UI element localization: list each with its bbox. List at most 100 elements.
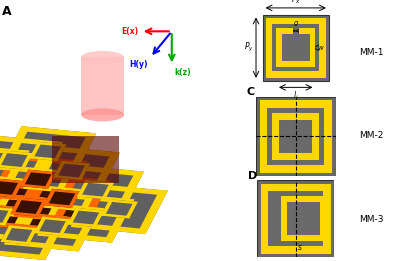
Text: E(x): E(x)	[121, 27, 138, 36]
Polygon shape	[101, 182, 114, 199]
Bar	[53, 136, 119, 183]
Polygon shape	[0, 206, 14, 225]
Bar	[263, 15, 329, 81]
Polygon shape	[8, 225, 38, 230]
Polygon shape	[10, 212, 40, 217]
Polygon shape	[0, 144, 29, 156]
Polygon shape	[33, 173, 111, 185]
Bar	[279, 120, 312, 153]
Polygon shape	[75, 208, 104, 213]
Polygon shape	[67, 222, 97, 227]
Polygon shape	[0, 165, 25, 170]
Polygon shape	[13, 197, 44, 241]
Polygon shape	[14, 173, 44, 217]
Text: MM-1: MM-1	[359, 48, 383, 57]
Text: $l_i$: $l_i$	[293, 89, 298, 102]
Polygon shape	[77, 163, 90, 180]
Polygon shape	[36, 142, 66, 147]
Polygon shape	[44, 189, 56, 206]
Polygon shape	[18, 198, 47, 203]
Polygon shape	[37, 231, 114, 243]
Polygon shape	[71, 207, 101, 251]
Polygon shape	[0, 229, 24, 241]
Bar	[272, 113, 279, 160]
Polygon shape	[77, 180, 114, 199]
Polygon shape	[37, 192, 68, 236]
Polygon shape	[0, 173, 43, 185]
Polygon shape	[92, 210, 104, 227]
Polygon shape	[4, 239, 81, 251]
Polygon shape	[0, 154, 20, 198]
Polygon shape	[43, 145, 120, 157]
Polygon shape	[113, 171, 144, 215]
Bar	[281, 196, 326, 203]
Polygon shape	[0, 178, 23, 183]
Polygon shape	[14, 173, 111, 224]
Polygon shape	[0, 178, 23, 198]
Polygon shape	[0, 126, 30, 170]
Polygon shape	[0, 182, 16, 194]
Text: $s$: $s$	[297, 243, 302, 252]
FancyBboxPatch shape	[81, 57, 124, 115]
Polygon shape	[47, 188, 77, 232]
Text: $P_y$: $P_y$	[244, 41, 254, 54]
Ellipse shape	[81, 51, 124, 64]
Polygon shape	[108, 203, 131, 215]
Bar	[276, 62, 316, 67]
Text: $d$: $d$	[306, 121, 314, 132]
Polygon shape	[0, 151, 33, 170]
Polygon shape	[61, 161, 90, 166]
Polygon shape	[4, 201, 34, 245]
Text: $g$: $g$	[293, 19, 299, 28]
Ellipse shape	[81, 108, 124, 121]
Polygon shape	[0, 165, 76, 177]
Bar	[261, 183, 268, 254]
Polygon shape	[80, 180, 111, 224]
Polygon shape	[71, 222, 148, 234]
Polygon shape	[34, 217, 47, 233]
Polygon shape	[44, 189, 81, 208]
Polygon shape	[3, 154, 26, 166]
Polygon shape	[0, 135, 63, 147]
Polygon shape	[44, 203, 73, 208]
Polygon shape	[29, 142, 42, 159]
Polygon shape	[47, 164, 77, 209]
Polygon shape	[0, 150, 29, 194]
Polygon shape	[20, 184, 49, 189]
Text: $w$: $w$	[317, 44, 325, 52]
Polygon shape	[3, 151, 33, 156]
Polygon shape	[19, 209, 119, 253]
Bar	[319, 17, 326, 78]
Polygon shape	[20, 170, 57, 189]
Polygon shape	[27, 170, 57, 175]
Bar	[259, 100, 267, 173]
Polygon shape	[32, 141, 63, 185]
Polygon shape	[23, 169, 53, 213]
Polygon shape	[0, 210, 7, 222]
Polygon shape	[23, 184, 100, 196]
Polygon shape	[71, 183, 168, 234]
Polygon shape	[84, 180, 114, 185]
Polygon shape	[23, 145, 120, 196]
Polygon shape	[0, 220, 6, 225]
Polygon shape	[29, 156, 59, 161]
Polygon shape	[67, 164, 144, 176]
Polygon shape	[0, 248, 48, 260]
Bar	[282, 34, 310, 62]
Polygon shape	[68, 191, 81, 208]
Polygon shape	[0, 210, 68, 260]
Polygon shape	[0, 135, 63, 185]
Polygon shape	[0, 192, 67, 204]
Text: A: A	[2, 5, 12, 18]
Polygon shape	[0, 206, 14, 211]
Polygon shape	[101, 199, 113, 216]
Polygon shape	[59, 219, 71, 236]
Polygon shape	[0, 210, 68, 222]
Polygon shape	[56, 161, 87, 204]
Bar	[323, 183, 331, 254]
Polygon shape	[20, 170, 32, 186]
Polygon shape	[10, 198, 23, 214]
Polygon shape	[0, 163, 53, 213]
Polygon shape	[0, 192, 16, 198]
Bar	[281, 235, 326, 241]
